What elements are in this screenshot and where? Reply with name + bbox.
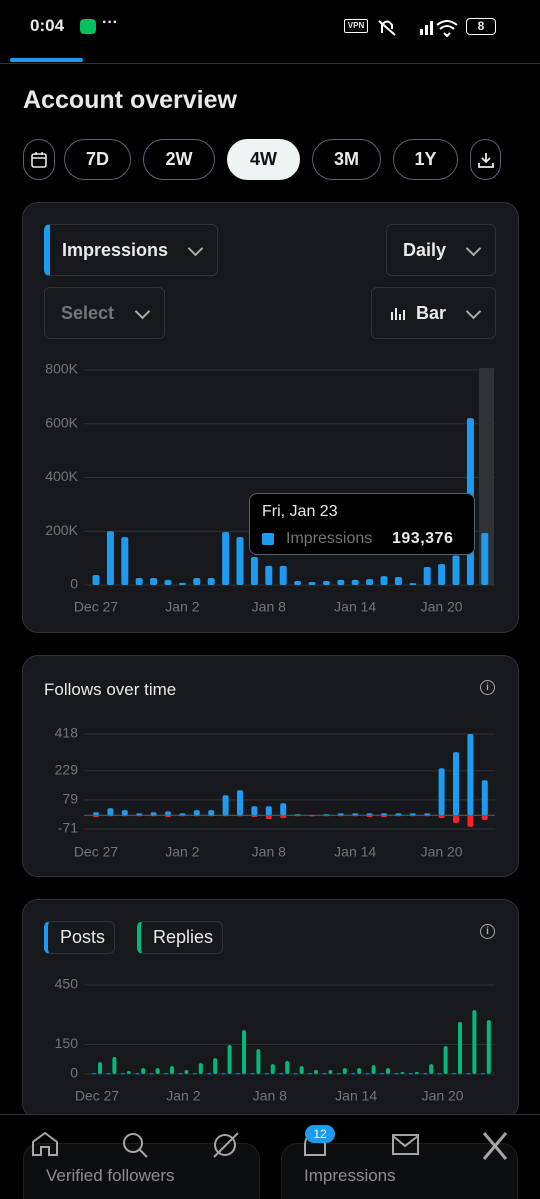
divider (0, 63, 540, 64)
card-label: Verified followers (46, 1166, 175, 1185)
home-icon[interactable] (32, 1131, 58, 1156)
tab-indicator (10, 58, 83, 62)
download-button[interactable] (470, 139, 501, 180)
notification-badge: 12 (305, 1125, 335, 1143)
x-icon[interactable] (482, 1132, 508, 1160)
tooltip: Fri, Jan 23 Impressions 193,376 (249, 493, 475, 555)
spaces-icon[interactable] (214, 1134, 236, 1156)
calendar-icon (31, 151, 47, 168)
verified-card[interactable]: Verified followers (23, 1143, 260, 1199)
style-label: Bar (416, 302, 447, 323)
legend-label: Posts (60, 927, 106, 947)
info-icon[interactable]: i (480, 924, 495, 939)
status-icons (378, 20, 458, 38)
follows-card (22, 655, 519, 877)
tooltip-value: 193,376 (392, 530, 454, 547)
mail-icon[interactable] (392, 1134, 419, 1155)
page-title: Account overview (23, 86, 237, 114)
legend-posts[interactable]: Posts (44, 921, 115, 954)
follows-title: Follows over time (44, 680, 177, 699)
style-dropdown[interactable]: Bar (371, 287, 496, 339)
legend-replies[interactable]: Replies (137, 921, 223, 954)
metric-dropdown[interactable]: Impressions (44, 224, 218, 276)
range-button[interactable]: 3M (312, 139, 381, 180)
metric-label: Impressions (62, 239, 169, 260)
vpn-icon: VPN (344, 19, 368, 33)
impressions-mini-card[interactable]: Impressions (281, 1143, 518, 1199)
interval-label: Daily (403, 239, 447, 260)
info-icon[interactable]: i (480, 680, 495, 695)
card-label: Impressions (304, 1166, 396, 1185)
legend-label: Replies (153, 927, 214, 947)
tooltip-series: Impressions (286, 530, 373, 547)
search-icon[interactable] (123, 1133, 143, 1153)
more-icon: ··· (102, 14, 118, 31)
interval-dropdown[interactable]: Daily (386, 224, 496, 276)
bar-icon (391, 308, 405, 320)
compare-label: Select (61, 302, 115, 323)
download-icon (477, 152, 494, 168)
calendar-button[interactable] (23, 139, 55, 180)
tooltip-swatch (262, 533, 274, 545)
range-button-selected[interactable]: 4W (227, 139, 300, 180)
tooltip-title: Fri, Jan 23 (262, 503, 338, 520)
range-button[interactable]: 7D (64, 139, 131, 180)
nav-icons (32, 1131, 508, 1160)
status-time: 0:04 (30, 16, 65, 35)
range-button[interactable]: 1Y (393, 139, 458, 180)
compare-dropdown[interactable]: Select (44, 287, 165, 339)
range-button[interactable]: 2W (143, 139, 215, 180)
battery: 8 (466, 18, 496, 35)
wechat-icon (80, 19, 96, 34)
